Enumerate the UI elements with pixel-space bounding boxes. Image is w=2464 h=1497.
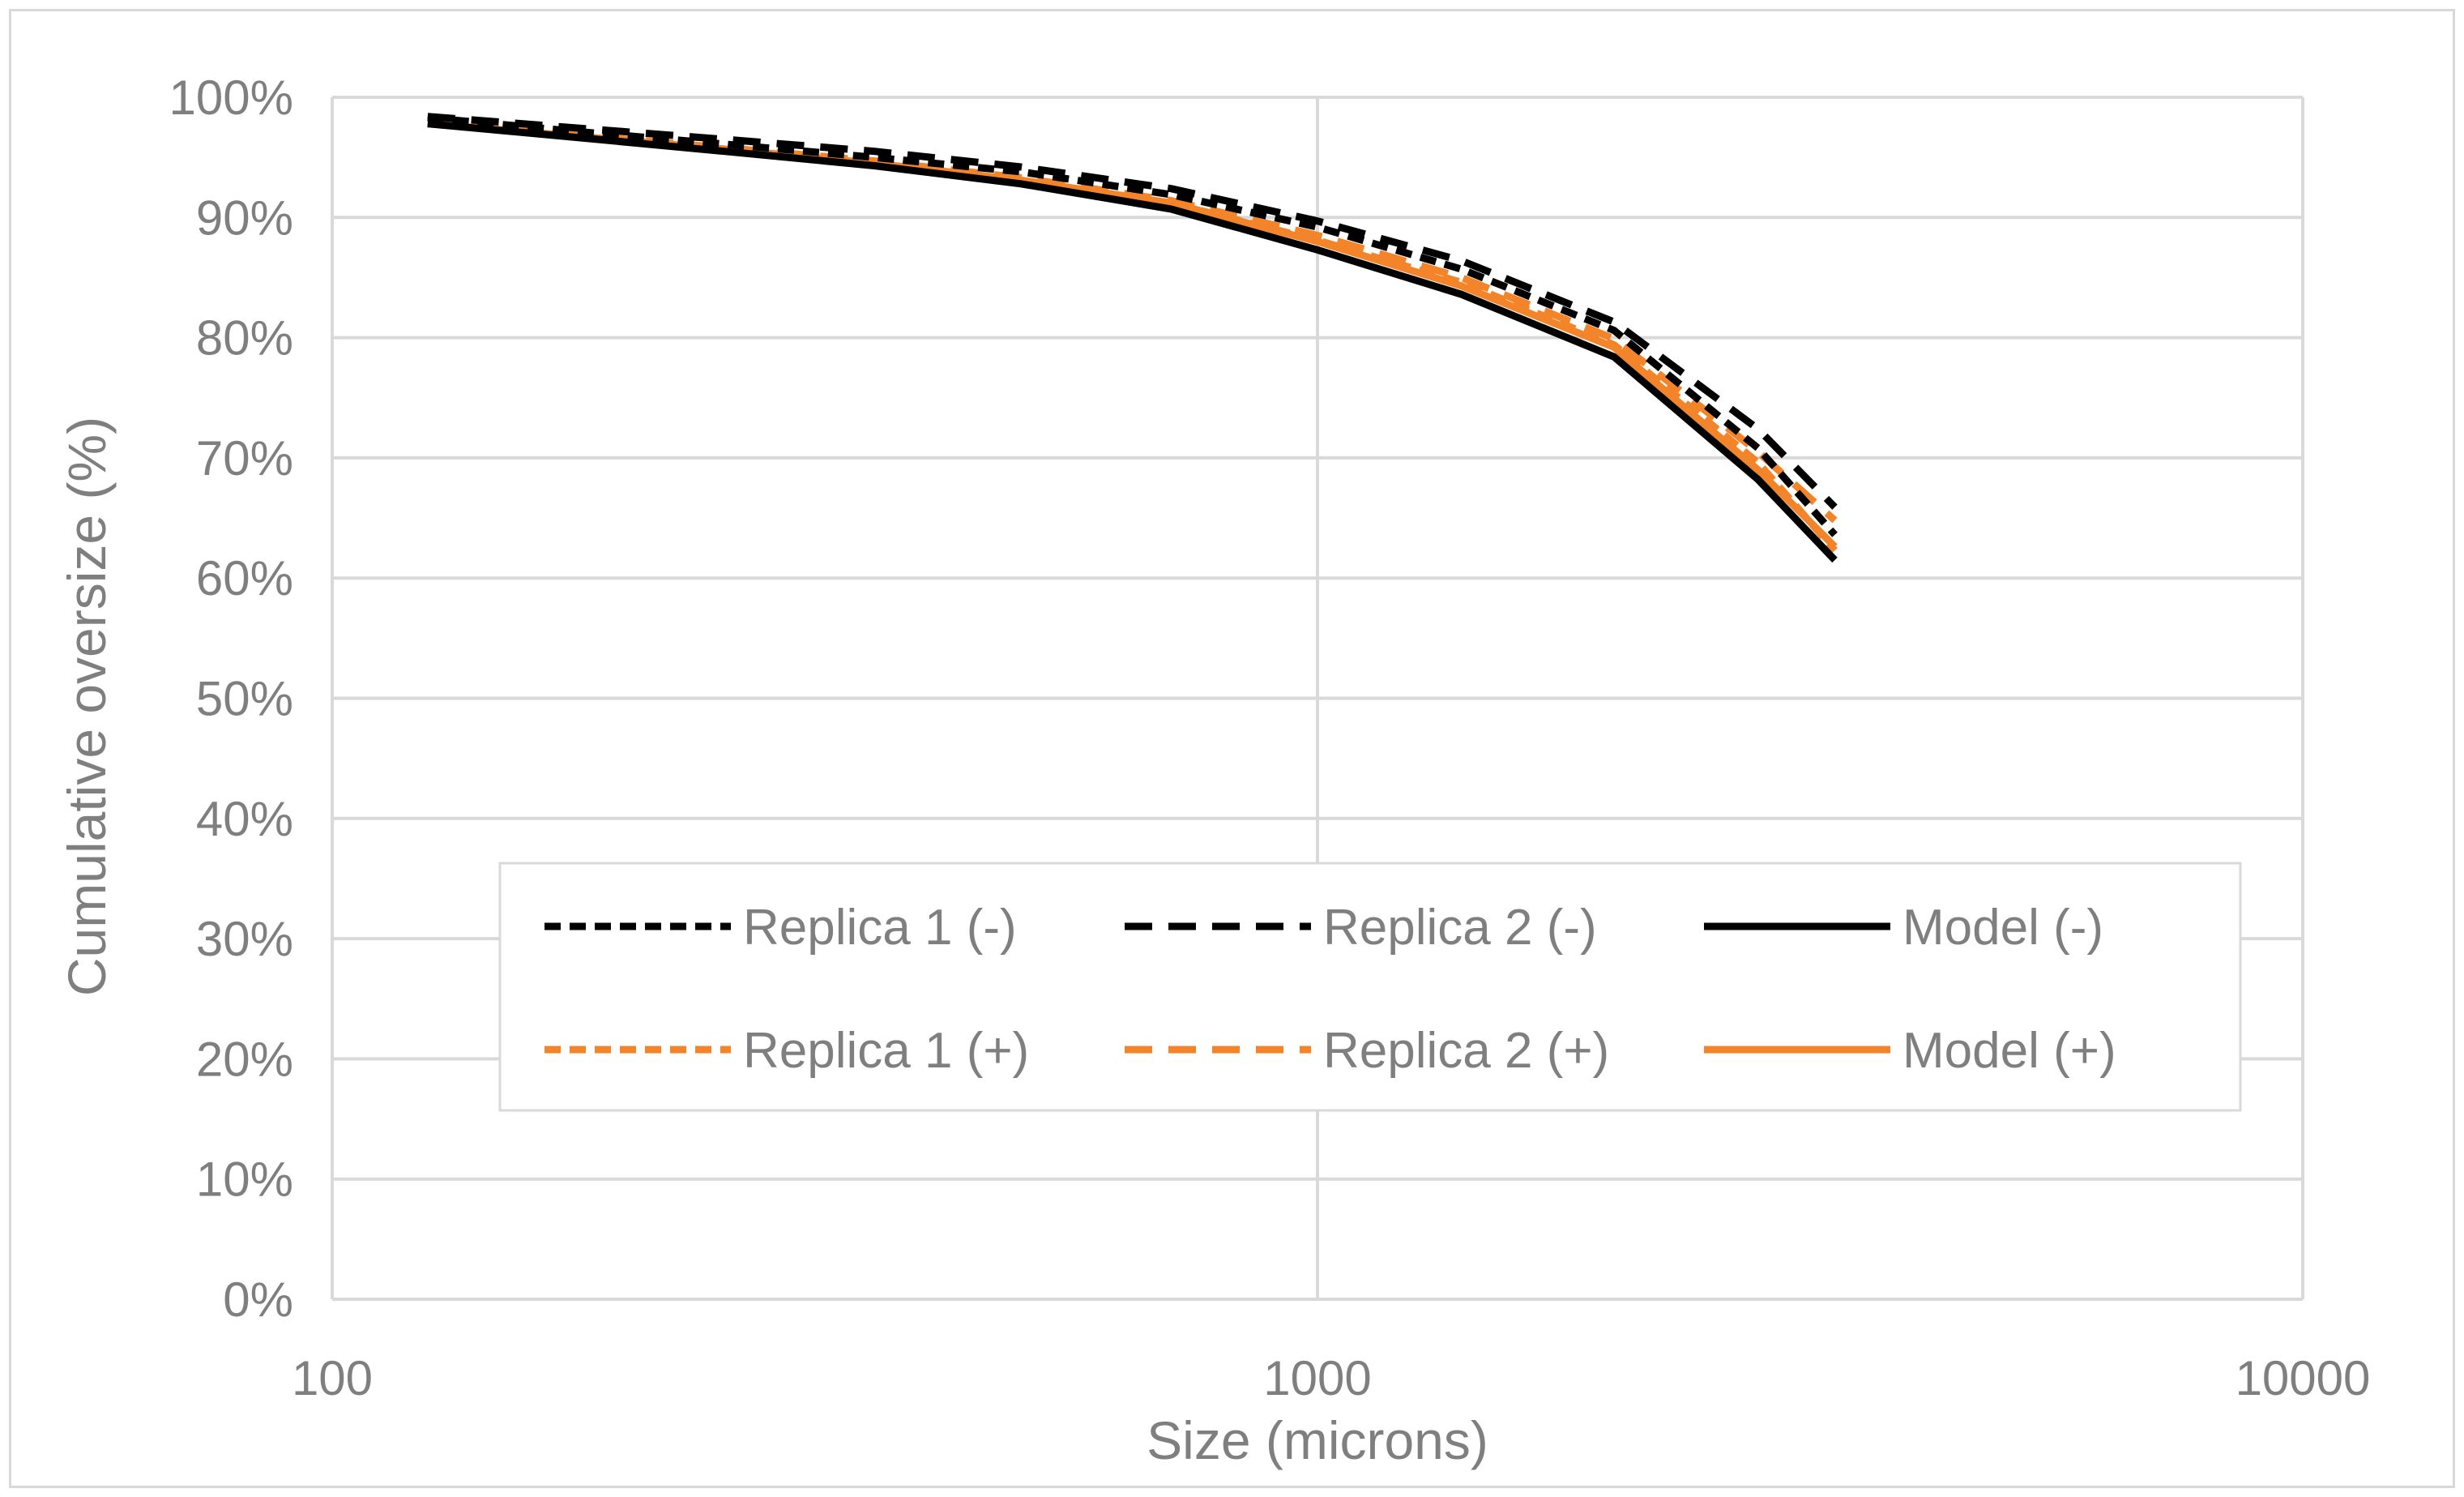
legend-label: Model (+) <box>1902 1023 2116 1079</box>
legend-label: Replica 1 (-) <box>743 900 1017 956</box>
axes <box>331 97 2303 1301</box>
y-tick-label: 0% <box>223 1272 293 1327</box>
x-axis-title: Size (microns) <box>1147 1410 1488 1470</box>
x-tick-label: 100 <box>292 1351 373 1405</box>
x-tick-label: 10000 <box>2236 1351 2371 1405</box>
legend-box <box>498 862 2242 1112</box>
y-tick-label: 60% <box>196 551 293 605</box>
y-tick-label: 50% <box>196 672 293 726</box>
legend-label: Replica 1 (+) <box>743 1023 1029 1079</box>
series-line <box>427 113 1838 510</box>
chart-frame <box>9 9 2455 1488</box>
y-tick-label: 20% <box>196 1032 293 1086</box>
y-tick-label: 40% <box>196 792 293 846</box>
y-axis-title: Cumulative oversize (%) <box>57 417 117 996</box>
y-tick-label: 100% <box>169 71 293 125</box>
x-tick-label: 1000 <box>1263 1351 1371 1405</box>
legend: Replica 1 (-) Replica 2 (-) Model (-) Repli… <box>498 862 2242 1112</box>
series-lines <box>427 113 1838 563</box>
y-tick-label: 70% <box>196 431 293 485</box>
grid-lines <box>332 96 2304 1299</box>
y-tick-label: 80% <box>196 311 293 366</box>
tick-labels: 0% 10% 20% 30% 40% 50% 60% 70% 80% 90% 100% 100 1000… <box>169 71 2371 1405</box>
y-tick-label: 10% <box>196 1153 293 1207</box>
legend-label: Replica 2 (-) <box>1323 900 1597 956</box>
legend-label: Replica 2 (+) <box>1323 1023 1609 1079</box>
y-tick-label: 90% <box>196 190 293 245</box>
y-tick-label: 30% <box>196 912 293 966</box>
series-line <box>427 120 1838 563</box>
legend-label: Model (-) <box>1902 900 2103 956</box>
